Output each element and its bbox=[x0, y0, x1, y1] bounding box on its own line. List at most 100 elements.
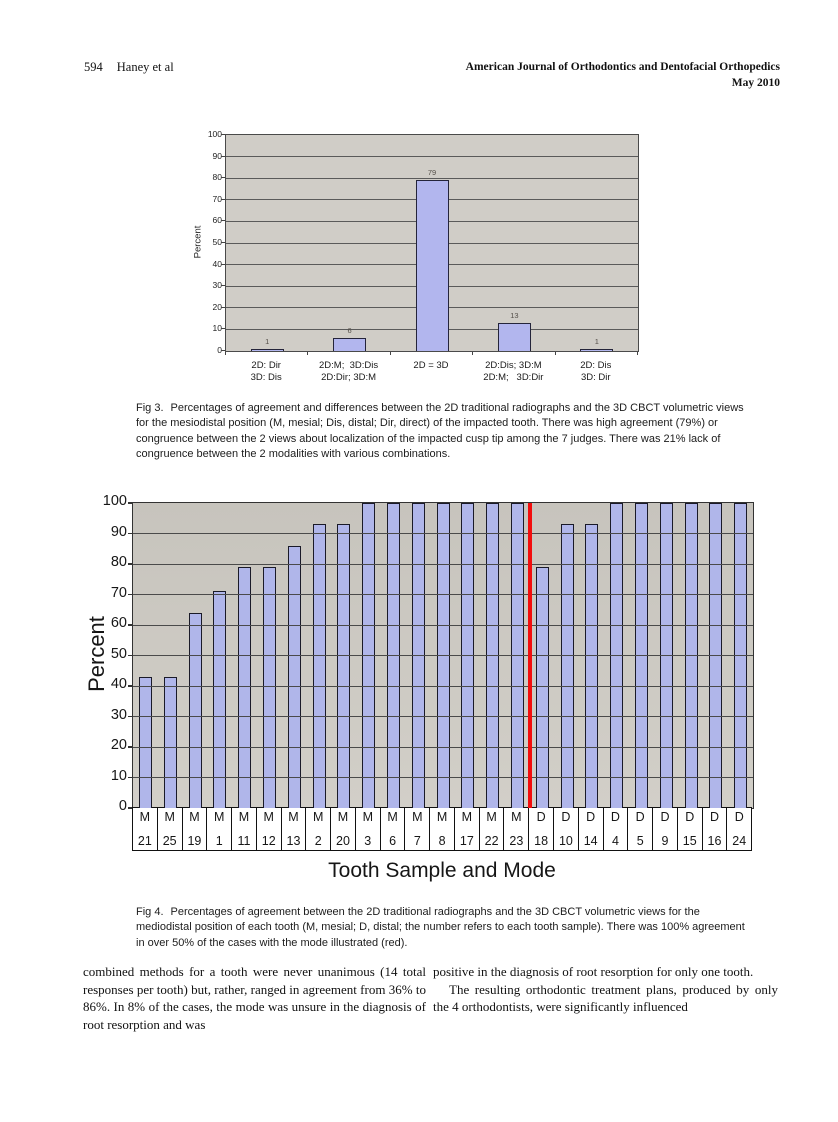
fig3-category-label: 2D: Dir 3D: Dis bbox=[250, 360, 282, 383]
fig4-caption-label: Fig 4. bbox=[136, 906, 164, 918]
fig4-gridline bbox=[133, 746, 753, 748]
fig4-y-tickmark bbox=[128, 807, 132, 809]
fig3-ytick-label: 30 bbox=[212, 280, 222, 291]
fig4-label-letter: D bbox=[709, 810, 719, 824]
fig4-label-letter: M bbox=[511, 810, 522, 824]
fig4-bar bbox=[287, 545, 301, 808]
fig4-label-cell: M 21 bbox=[133, 808, 158, 850]
fig4-ytick-label: 10 bbox=[110, 767, 127, 784]
fig4-label-letter: D bbox=[635, 810, 645, 824]
fig4-mode-divider bbox=[527, 503, 532, 808]
fig3-bar-value: 13 bbox=[510, 310, 519, 320]
fig4-label-number: 22 bbox=[484, 834, 499, 848]
fig4-y-tickmark bbox=[128, 715, 132, 717]
fig4-ytick-label: 40 bbox=[110, 676, 127, 692]
fig4-caption: Fig 4. Percentages of agreement between t… bbox=[136, 905, 750, 951]
fig3-plot: 1 6 79 13 1 bbox=[225, 134, 639, 352]
fig4-label-letter: M bbox=[164, 810, 175, 824]
fig4-label-cell: M 23 bbox=[504, 808, 530, 850]
fig4-label-cell: D 10 bbox=[554, 808, 579, 850]
fig4-bar bbox=[163, 676, 177, 808]
fig3-x-tickmark bbox=[637, 351, 638, 355]
fig4-label-number: 23 bbox=[509, 834, 524, 848]
fig3-ytick-label: 50 bbox=[212, 237, 222, 247]
fig4-bar bbox=[337, 524, 351, 808]
fig4-label-number: 25 bbox=[162, 834, 177, 848]
fig4-label-letter: M bbox=[387, 810, 398, 824]
fig3-bar bbox=[250, 348, 284, 351]
fig3-x-tickmark bbox=[225, 351, 226, 355]
fig4-label-cell: D 16 bbox=[703, 808, 728, 850]
fig4-label-letter: D bbox=[536, 810, 546, 824]
fig4-label-cell: M 22 bbox=[480, 808, 505, 850]
fig4-label-letter: M bbox=[139, 810, 151, 824]
fig4-label-cell: D 15 bbox=[678, 808, 703, 850]
fig4-label-letter: M bbox=[263, 810, 274, 824]
fig4-label-number: 15 bbox=[682, 834, 697, 848]
fig4-ytick-label: 60 bbox=[110, 615, 127, 631]
fig3-bar bbox=[497, 322, 531, 351]
authors: Haney et al bbox=[116, 60, 174, 74]
fig4-label-number: 7 bbox=[413, 834, 421, 848]
fig4-label-letter: M bbox=[362, 810, 373, 824]
fig3-y-tickmark bbox=[221, 220, 225, 222]
fig3-ytick-label: 0 bbox=[217, 345, 222, 355]
fig4-label-number: 12 bbox=[261, 834, 276, 848]
fig4-label-number: 18 bbox=[534, 834, 549, 848]
fig3-y-tickmark bbox=[221, 350, 225, 351]
fig4-label-letter: M bbox=[486, 810, 497, 824]
fig3-caption: Fig 3. Percentages of agreement and diffe… bbox=[136, 401, 746, 462]
body-paragraph: positive in the diagnosis of root resorp… bbox=[433, 964, 754, 979]
fig4-gridline bbox=[133, 563, 753, 565]
fig4-ytick-label: 0 bbox=[118, 798, 127, 814]
body-paragraph: The resulting orthodontic treatment plan… bbox=[433, 981, 778, 1015]
fig4-label-letter: M bbox=[189, 810, 200, 824]
fig4-label-number: 4 bbox=[611, 834, 619, 848]
fig4-label-number: 3 bbox=[364, 834, 372, 848]
fig3-bar-value: 1 bbox=[594, 336, 599, 346]
fig4-label-number: 13 bbox=[286, 834, 301, 848]
fig3-x-tickmark bbox=[472, 351, 474, 355]
fig4-label-letter: M bbox=[313, 810, 324, 824]
fig3-bar-value: 6 bbox=[347, 326, 352, 336]
fig3-ytick-label: 10 bbox=[212, 323, 222, 334]
fig4-bar bbox=[312, 524, 326, 808]
fig4-gridline bbox=[133, 685, 753, 687]
fig4-label-letter: D bbox=[734, 810, 744, 824]
fig3-y-tickmark bbox=[221, 177, 225, 179]
fig4-plot bbox=[132, 502, 754, 809]
body-paragraph: combined methods for a tooth were never … bbox=[83, 964, 426, 1032]
fig4-label-number: 1 bbox=[215, 834, 223, 848]
fig3-bar-value: 1 bbox=[265, 336, 270, 346]
fig4-label-letter: D bbox=[660, 810, 670, 824]
fig4-y-tickmark bbox=[128, 654, 132, 656]
fig4-label-number: 21 bbox=[137, 834, 152, 848]
fig4-bar bbox=[585, 524, 599, 808]
fig4-label-letter: M bbox=[213, 810, 225, 824]
running-head-right: American Journal of Orthodontics and Den… bbox=[466, 59, 780, 91]
fig3-y-tickmark bbox=[221, 134, 225, 135]
fig4-label-cell: M 20 bbox=[331, 808, 356, 850]
body-text-right-column: positive in the diagnosis of root resorp… bbox=[433, 963, 778, 1016]
journal-title: American Journal of Orthodontics and Den… bbox=[465, 61, 780, 73]
figure3-chart: Percent 0 10 20 30 40 50 60 70 80 90 100 1 6 79 13 1 2… bbox=[170, 126, 670, 388]
fig4-label-cell: M 13 bbox=[282, 808, 307, 850]
page-number: 594 bbox=[84, 60, 103, 74]
fig4-label-number: 10 bbox=[558, 834, 573, 848]
fig4-label-letter: M bbox=[412, 810, 423, 824]
fig4-bar bbox=[262, 567, 276, 808]
fig4-category-boxes: M 21 M 25 M 19 M 1 M 11 M 12 M 13 M 2 M 20 M 3 M 6 M 7 M 8 M 17 M 22 M… bbox=[132, 807, 752, 851]
fig3-y-tickmark bbox=[221, 242, 225, 243]
fig4-bar bbox=[188, 612, 202, 808]
fig3-y-tickmark bbox=[221, 263, 225, 265]
fig4-ytick-label: 20 bbox=[110, 737, 127, 753]
fig4-y-tickmark bbox=[128, 776, 132, 778]
fig3-ytick-label: 90 bbox=[212, 150, 222, 161]
fig3-category-label: 2D:M; 3D:Dis 2D:Dir; 3D:M bbox=[319, 360, 379, 383]
fig4-label-number: 11 bbox=[237, 834, 251, 848]
fig4-gridline bbox=[133, 594, 753, 595]
fig4-ytick-label: 80 bbox=[110, 554, 127, 570]
